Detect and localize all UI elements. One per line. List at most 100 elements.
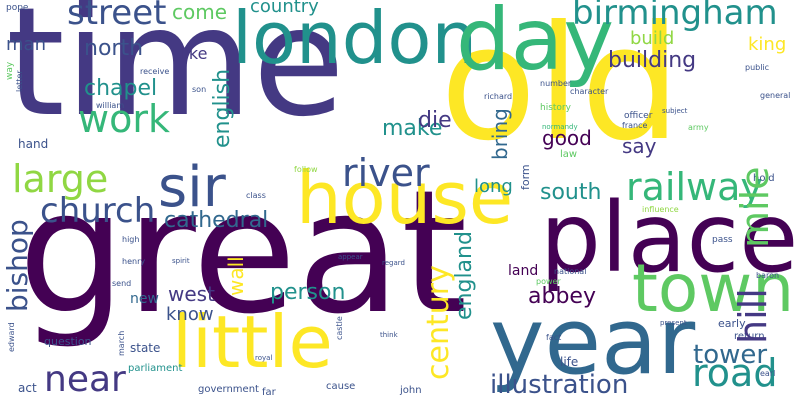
word-influence: influence — [642, 205, 679, 214]
word-day: day — [456, 0, 615, 90]
word-king: king — [748, 34, 787, 55]
word-send: send — [112, 279, 132, 288]
word-country: country — [250, 0, 319, 17]
word-street: street — [67, 0, 167, 33]
word-cause: cause — [326, 381, 356, 392]
word-earl: earl — [760, 369, 776, 378]
word-richard: richard — [484, 92, 513, 101]
word-fact: fact — [546, 333, 562, 342]
word-public: public — [745, 63, 770, 72]
word-appear: appear — [338, 253, 363, 261]
word-character: character — [570, 87, 609, 96]
word-land: land — [508, 263, 539, 279]
word-railway: railway — [626, 165, 763, 209]
word-return: return — [734, 331, 765, 342]
word-france: france — [622, 121, 648, 130]
word-power: power — [536, 277, 561, 286]
word-edward: edward — [7, 322, 16, 352]
word-make: make — [382, 116, 443, 141]
word-say: say — [622, 134, 657, 158]
word-new: new — [130, 291, 159, 307]
word-think: think — [380, 331, 398, 339]
word-little: little — [172, 300, 333, 384]
word-letter: letter — [15, 70, 24, 92]
word-pass: pass — [712, 235, 733, 245]
word-class: class — [246, 191, 266, 200]
word-die: die — [418, 108, 452, 133]
word-wall: wall — [224, 256, 248, 296]
word-man: man — [6, 34, 46, 55]
word-person: person — [270, 280, 346, 305]
word-son: son — [192, 85, 207, 94]
word-church: church — [40, 191, 156, 231]
word-long: long — [474, 176, 513, 197]
word-build: build — [630, 28, 675, 49]
word-building: building — [608, 48, 697, 73]
word-year: year — [490, 288, 696, 395]
word-normandy: normandy — [542, 123, 578, 131]
word-english: english — [210, 68, 235, 148]
word-life: life — [560, 355, 579, 369]
word-hand: hand — [18, 137, 49, 151]
word-london: london — [232, 0, 478, 80]
word-question: question — [44, 335, 92, 348]
word-chapel: chapel — [84, 76, 158, 101]
word-near: near — [44, 359, 126, 400]
word-present: present — [660, 319, 687, 327]
word-great: great — [18, 154, 468, 352]
word-form: form — [519, 164, 532, 190]
word-know: know — [166, 304, 214, 325]
word-far: far — [262, 387, 276, 398]
word-national: national — [554, 267, 587, 276]
word-good: good — [542, 126, 592, 150]
word-time: time — [6, 0, 345, 150]
word-officer: officer — [624, 111, 653, 121]
word-west: west — [168, 282, 215, 306]
word-royal: royal — [255, 354, 273, 362]
word-north: north — [84, 36, 144, 61]
word-tower: tower — [693, 340, 768, 370]
word-abbey: abbey — [528, 284, 596, 309]
word-subject: subject — [662, 107, 688, 115]
word-way: way — [5, 61, 15, 80]
word-mile: mile — [733, 166, 777, 248]
word-high: high — [122, 235, 140, 244]
word-law: law — [560, 149, 578, 160]
word-follow: follow — [294, 165, 318, 174]
word-bring: bring — [488, 108, 512, 160]
word-century: century — [421, 265, 456, 380]
word-parliament: parliament — [128, 363, 183, 374]
word-birmingham: birmingham — [572, 0, 778, 33]
word-road: road — [692, 351, 778, 395]
word-william: william — [96, 101, 125, 110]
word-john: john — [400, 385, 422, 396]
word-castle: castle — [335, 316, 344, 340]
word-regard: regard — [382, 259, 405, 267]
word-spirit: spirit — [172, 257, 190, 265]
word-receive: receive — [140, 67, 170, 76]
word-illustration: illustration — [490, 370, 629, 400]
word-river: river — [342, 151, 430, 195]
word-town: town — [632, 250, 795, 327]
word-work: work — [78, 97, 170, 141]
word-early: early — [718, 317, 746, 330]
word-baron: baron — [756, 271, 780, 280]
word-state: state — [130, 341, 161, 355]
word-sir: sir — [158, 155, 226, 220]
word-number: number — [540, 79, 572, 88]
word-old: old — [440, 0, 681, 176]
word-army: army — [688, 123, 709, 132]
word-cathedral: cathedral — [164, 208, 269, 233]
word-bishop: bishop — [1, 219, 34, 312]
word-hold: hold — [753, 173, 775, 184]
word-hill: hill — [731, 288, 775, 344]
word-pope: pope — [6, 3, 29, 13]
word-history: history — [540, 103, 571, 113]
word-house: house — [296, 156, 514, 240]
word-england: england — [452, 231, 477, 320]
word-come: come — [172, 0, 228, 24]
word-large: large — [12, 157, 109, 201]
word-march: march — [117, 330, 126, 356]
word-general: general — [760, 91, 791, 100]
